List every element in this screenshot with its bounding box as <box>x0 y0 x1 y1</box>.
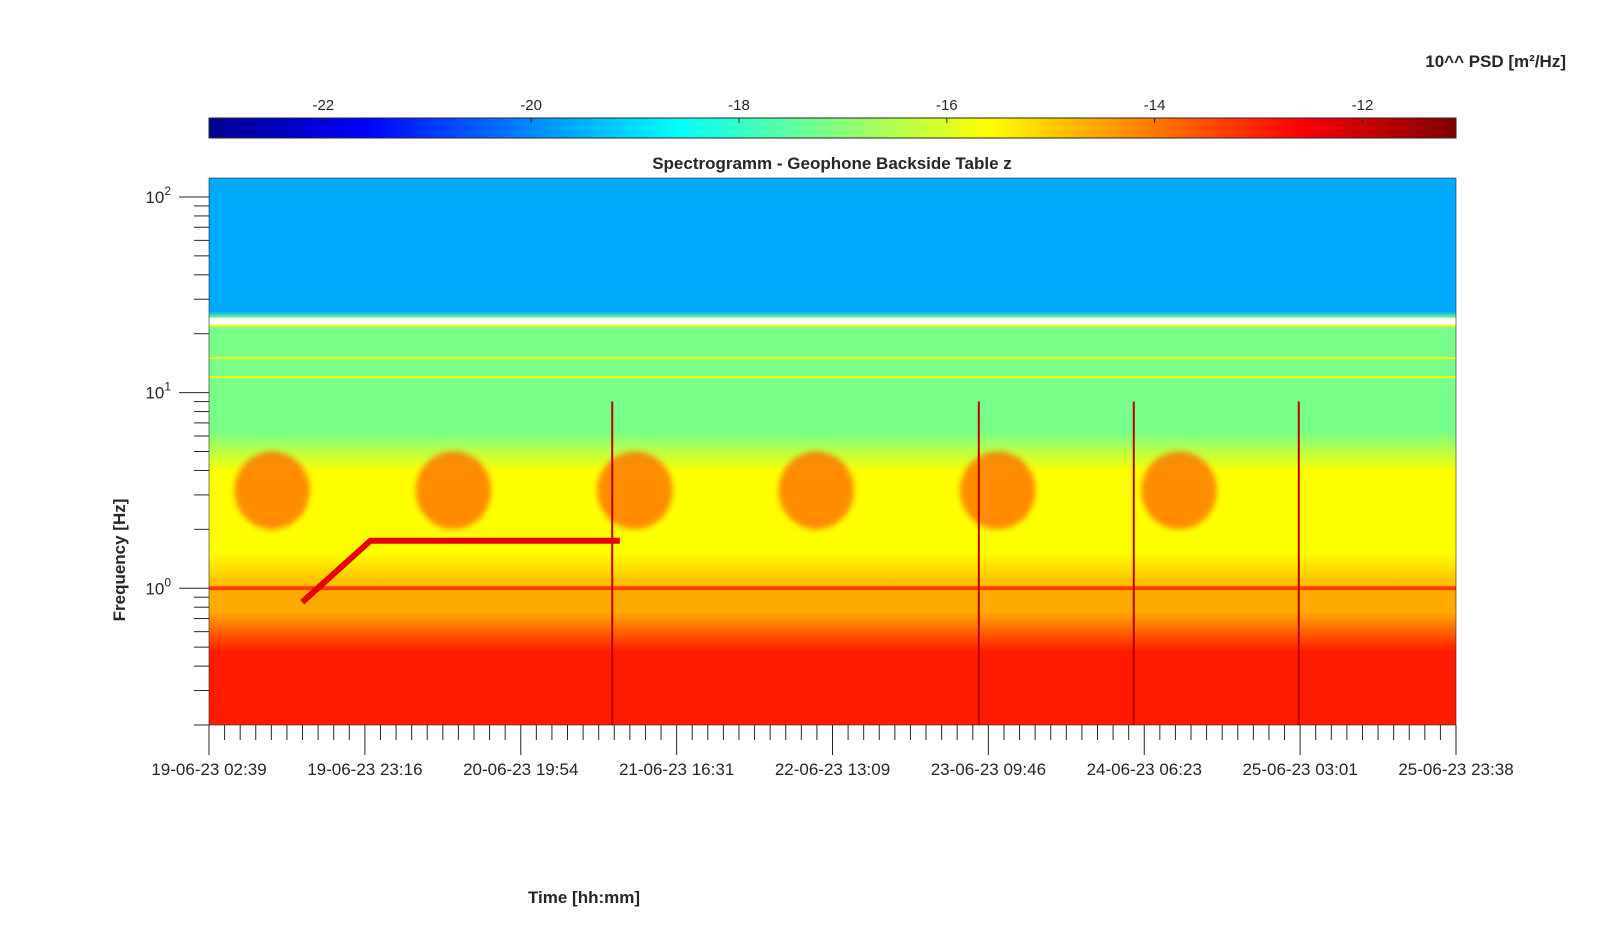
colorbar-tick-label: -16 <box>936 97 958 114</box>
activity-blob <box>234 451 310 530</box>
band-transition <box>209 611 1456 652</box>
colorbar-ticks: -22 -20 -18 -16 -14 -12 <box>312 97 1373 123</box>
x-tick-label: 19-06-23 02:39 <box>151 760 266 779</box>
band-transition <box>209 311 1456 318</box>
y-tick-label: 100 <box>145 575 171 598</box>
colorbar-tick-label: -12 <box>1352 97 1374 114</box>
x-tick-label: 23-06-23 09:46 <box>931 760 1046 779</box>
x-tick-label: 21-06-23 16:31 <box>619 760 734 779</box>
spectrogram-plot <box>209 178 1456 725</box>
activity-blob <box>415 451 492 530</box>
band-transition <box>209 552 1456 593</box>
x-axis: 19-06-23 02:39 19-06-23 23:16 20-06-23 19:… <box>151 725 1514 779</box>
tonal-lines <box>209 324 1456 591</box>
x-tick-label: 25-06-23 23:38 <box>1398 760 1513 779</box>
y-tick-label: 102 <box>145 184 171 207</box>
psd-band <box>209 178 1456 315</box>
colorbar: -22 -20 -18 -16 -14 -12 10^^ PSD [m²/Hz] <box>208 52 1566 139</box>
colorbar-gradient <box>208 117 1457 139</box>
chart-title: Spectrogramm - Geophone Backside Table z <box>652 154 1012 173</box>
x-axis-label: Time [hh:mm] <box>528 888 640 907</box>
colorbar-tick-label: -22 <box>312 97 334 114</box>
psd-bands <box>209 178 1456 725</box>
psd-band <box>209 325 1456 452</box>
colorbar-tick-label: -14 <box>1144 97 1166 114</box>
x-tick-label: 19-06-23 23:16 <box>307 760 422 779</box>
activity-blob <box>1141 451 1217 530</box>
broadband-spikes <box>611 401 1300 725</box>
x-tick-label: 25-06-23 03:01 <box>1242 760 1357 779</box>
activity-blob <box>597 451 673 530</box>
y-axis-label: Frequency [Hz] <box>110 499 129 622</box>
colorbar-tick-label: -18 <box>728 97 750 114</box>
x-tick-label: 22-06-23 13:09 <box>775 760 890 779</box>
y-axis: 100 101 102 <box>145 184 209 726</box>
activity-blob <box>959 451 1036 530</box>
x-tick-label: 20-06-23 19:54 <box>463 760 578 779</box>
x-tick-label: 24-06-23 06:23 <box>1087 760 1202 779</box>
activity-blob <box>778 451 855 530</box>
colorbar-label: 10^^ PSD [m²/Hz] <box>1425 52 1566 71</box>
colorbar-tick-label: -20 <box>520 97 542 114</box>
red-trace <box>300 537 620 605</box>
y-tick-label: 101 <box>145 380 171 403</box>
